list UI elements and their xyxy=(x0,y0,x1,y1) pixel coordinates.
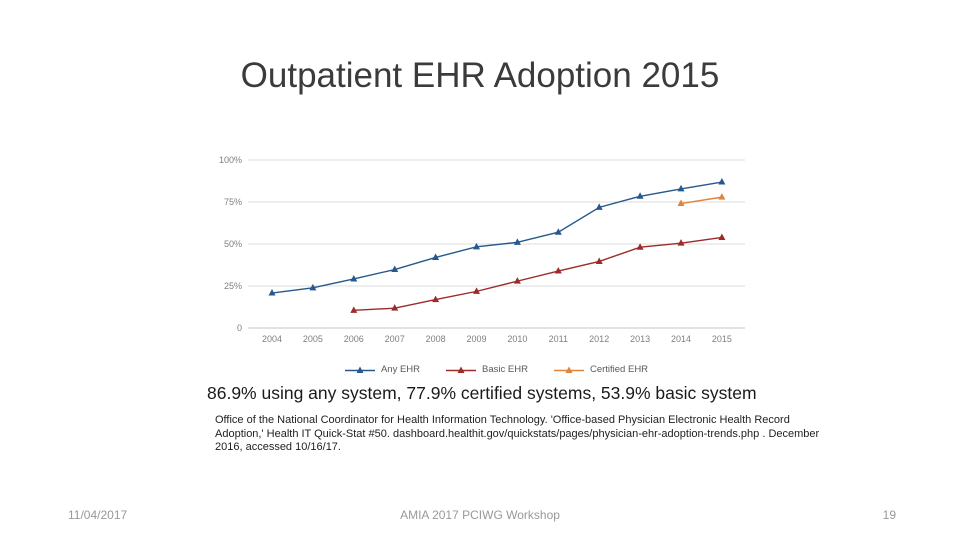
svg-text:75%: 75% xyxy=(224,197,242,207)
legend-label: Any EHR xyxy=(380,364,421,375)
svg-text:2009: 2009 xyxy=(466,334,486,344)
svg-text:50%: 50% xyxy=(224,239,242,249)
legend-marker-icon xyxy=(344,366,375,373)
citation-text: Office of the National Coordinator for H… xyxy=(215,414,820,453)
svg-text:2004: 2004 xyxy=(262,334,282,344)
svg-text:2006: 2006 xyxy=(344,334,364,344)
legend-marker-icon xyxy=(446,366,477,373)
ehr-adoption-chart: 0 25% 50% 75% 100% 2004 2005 2006 2007 2008 2009 20… xyxy=(210,145,750,380)
svg-text:2011: 2011 xyxy=(549,334,568,344)
svg-text:100%: 100% xyxy=(219,155,242,165)
svg-text:25%: 25% xyxy=(224,281,242,291)
svg-text:2010: 2010 xyxy=(507,334,527,344)
legend-item: Certified EHR xyxy=(553,364,649,375)
legend-label: Certified EHR xyxy=(589,364,649,375)
legend-item: Basic EHR xyxy=(446,364,528,375)
svg-text:2012: 2012 xyxy=(589,334,609,344)
legend-item: Any EHR xyxy=(344,364,421,375)
legend-marker-icon xyxy=(553,366,584,373)
svg-text:2015: 2015 xyxy=(712,334,732,344)
slide-title: Outpatient EHR Adoption 2015 xyxy=(240,56,720,95)
ehr-chart-plot: 0 25% 50% 75% 100% 2004 2005 2006 2007 2008 2009 20… xyxy=(219,155,745,344)
svg-text:2005: 2005 xyxy=(303,334,323,344)
chart-legend: Any EHR Basic EHR Certified EHR xyxy=(248,364,745,375)
svg-text:2008: 2008 xyxy=(426,334,446,344)
svg-text:2013: 2013 xyxy=(630,334,650,344)
stat-summary-text: 86.9% using any system, 77.9% certified … xyxy=(207,383,757,403)
footer-date: 11/04/2017 xyxy=(68,508,128,522)
footer-page-number: 19 xyxy=(882,508,896,522)
footer-workshop-title: AMIA 2017 PCIWG Workshop xyxy=(400,508,560,522)
svg-text:2014: 2014 xyxy=(671,334,691,344)
legend-label: Basic EHR xyxy=(482,364,528,375)
svg-text:2007: 2007 xyxy=(385,334,405,344)
svg-text:0: 0 xyxy=(237,323,242,333)
